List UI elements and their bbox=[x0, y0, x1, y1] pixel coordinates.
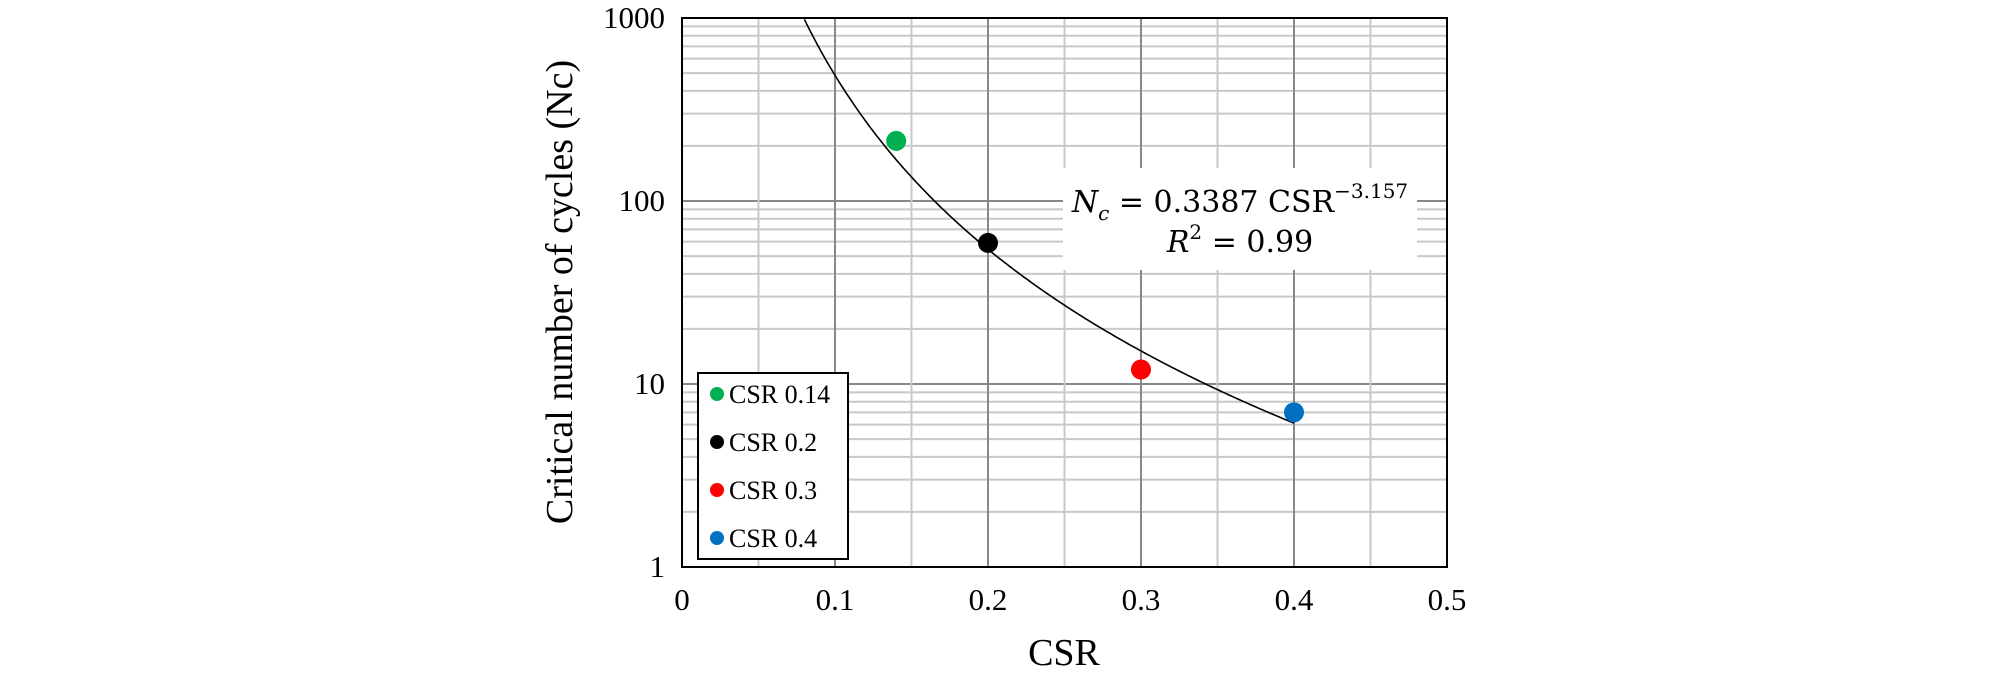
legend-marker bbox=[710, 483, 724, 497]
legend: CSR 0.14 CSR 0.2 CSR 0.3 CSR 0.4 bbox=[697, 372, 849, 560]
legend-label: CSR 0.2 bbox=[729, 428, 817, 457]
data-point bbox=[1131, 359, 1151, 380]
legend-marker bbox=[710, 435, 724, 449]
legend-label: CSR 0.14 bbox=[729, 380, 830, 409]
x-tick-label: 0 bbox=[674, 582, 690, 617]
y-tick-label: 1 bbox=[650, 549, 666, 584]
legend-marker bbox=[710, 531, 724, 545]
equation-text: Nc = 0.3387 CSR−3.157 bbox=[1071, 179, 1408, 225]
legend-label: CSR 0.3 bbox=[729, 476, 817, 505]
x-tick-label: 0.2 bbox=[969, 582, 1008, 617]
y-tick-label: 100 bbox=[619, 183, 666, 218]
x-tick-labels: 0 0.1 0.2 0.3 0.4 0.5 bbox=[674, 582, 1466, 617]
x-axis-label: CSR bbox=[1028, 632, 1100, 674]
legend-marker bbox=[710, 387, 724, 401]
r-squared-text: R2 = 0.99 bbox=[1166, 220, 1313, 260]
plot-frame bbox=[681, 17, 1448, 568]
x-tick-label: 0.5 bbox=[1428, 582, 1467, 617]
y-tick-label: 1000 bbox=[603, 0, 665, 35]
y-tick-labels: 1 10 100 1000 bbox=[603, 0, 665, 584]
data-points bbox=[886, 130, 1304, 423]
x-tick-label: 0.3 bbox=[1122, 582, 1161, 617]
data-point bbox=[1284, 402, 1304, 423]
legend-label: CSR 0.4 bbox=[729, 524, 817, 553]
data-point bbox=[886, 130, 907, 151]
y-axis-label: Critical number of cycles (Nc) bbox=[539, 60, 581, 524]
equation-box: Nc = 0.3387 CSR−3.157 R2 = 0.99 bbox=[1063, 168, 1417, 270]
x-tick-label: 0.4 bbox=[1275, 582, 1314, 617]
data-point bbox=[978, 232, 998, 253]
y-tick-label: 10 bbox=[634, 366, 665, 401]
x-tick-label: 0.1 bbox=[816, 582, 855, 617]
fit-curve bbox=[803, 18, 1295, 424]
